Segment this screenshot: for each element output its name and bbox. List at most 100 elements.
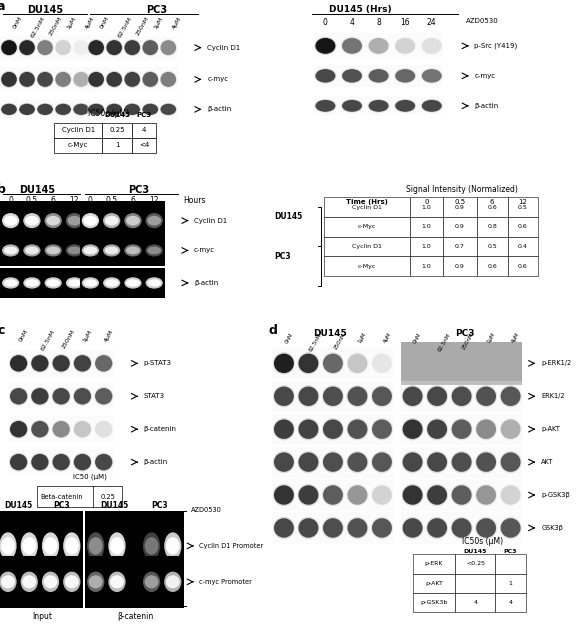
Text: Cyclin D1 Promoter: Cyclin D1 Promoter xyxy=(199,543,263,549)
Text: -: - xyxy=(49,517,52,527)
Ellipse shape xyxy=(347,353,368,373)
Ellipse shape xyxy=(322,451,344,473)
Ellipse shape xyxy=(95,388,112,404)
Text: c-myc: c-myc xyxy=(475,73,495,79)
Ellipse shape xyxy=(74,355,91,372)
Ellipse shape xyxy=(143,532,160,559)
Ellipse shape xyxy=(161,40,176,55)
Ellipse shape xyxy=(1,537,15,554)
Ellipse shape xyxy=(322,385,344,408)
Ellipse shape xyxy=(3,246,17,255)
Text: 0.9: 0.9 xyxy=(455,205,465,210)
Text: 0nM: 0nM xyxy=(413,332,423,345)
Ellipse shape xyxy=(9,452,28,472)
Text: 24: 24 xyxy=(427,18,436,26)
Ellipse shape xyxy=(501,452,521,472)
Text: Cyclin D1: Cyclin D1 xyxy=(194,217,227,224)
Ellipse shape xyxy=(451,485,472,505)
Ellipse shape xyxy=(347,420,368,439)
Ellipse shape xyxy=(394,68,416,84)
Ellipse shape xyxy=(18,71,36,88)
Ellipse shape xyxy=(369,100,388,112)
Text: ERK1/2: ERK1/2 xyxy=(541,393,565,399)
Bar xyxy=(314,96,443,115)
Ellipse shape xyxy=(83,215,97,226)
Text: PC3: PC3 xyxy=(53,501,69,510)
Ellipse shape xyxy=(427,452,447,472)
Ellipse shape xyxy=(342,100,362,112)
Text: Hours: Hours xyxy=(183,197,206,205)
Text: b: b xyxy=(0,183,6,196)
Text: Cyclin D1: Cyclin D1 xyxy=(208,45,240,50)
Ellipse shape xyxy=(37,104,53,115)
Text: β-catenin: β-catenin xyxy=(117,612,154,621)
Ellipse shape xyxy=(2,277,19,289)
Ellipse shape xyxy=(147,215,161,226)
Ellipse shape xyxy=(105,279,118,287)
Text: 1.0: 1.0 xyxy=(421,244,431,249)
Ellipse shape xyxy=(87,571,105,592)
Ellipse shape xyxy=(51,452,71,472)
Ellipse shape xyxy=(124,104,140,115)
Text: STAT3: STAT3 xyxy=(143,393,165,399)
Ellipse shape xyxy=(53,454,70,471)
Ellipse shape xyxy=(323,420,343,439)
Ellipse shape xyxy=(31,454,49,471)
Ellipse shape xyxy=(475,418,497,440)
Ellipse shape xyxy=(45,277,62,289)
Bar xyxy=(87,67,177,91)
Text: PC3: PC3 xyxy=(128,185,149,195)
Ellipse shape xyxy=(124,244,142,256)
Text: 1.0: 1.0 xyxy=(421,205,431,210)
Ellipse shape xyxy=(83,246,97,255)
Bar xyxy=(455,573,495,593)
Ellipse shape xyxy=(81,277,99,289)
Ellipse shape xyxy=(499,517,521,539)
Ellipse shape xyxy=(108,571,125,592)
Text: 4: 4 xyxy=(509,600,513,605)
Bar xyxy=(413,593,455,612)
Ellipse shape xyxy=(323,485,343,505)
Ellipse shape xyxy=(81,213,99,228)
Ellipse shape xyxy=(476,518,496,537)
Ellipse shape xyxy=(323,387,343,406)
Ellipse shape xyxy=(23,213,40,228)
Ellipse shape xyxy=(146,244,163,256)
Ellipse shape xyxy=(63,532,80,559)
Ellipse shape xyxy=(426,418,448,440)
Bar xyxy=(0,36,91,60)
Text: DU145: DU145 xyxy=(5,501,33,510)
Ellipse shape xyxy=(341,99,363,113)
Text: 1: 1 xyxy=(115,142,120,148)
Ellipse shape xyxy=(298,387,318,406)
Ellipse shape xyxy=(53,355,70,372)
Text: +: + xyxy=(169,517,176,527)
Ellipse shape xyxy=(2,213,19,228)
Text: 4μM: 4μM xyxy=(103,329,114,343)
Text: 0.6: 0.6 xyxy=(518,224,528,229)
Ellipse shape xyxy=(314,37,336,55)
Ellipse shape xyxy=(51,420,71,438)
Ellipse shape xyxy=(147,246,161,255)
Text: +: + xyxy=(25,517,33,527)
Text: DU145: DU145 xyxy=(313,329,347,338)
Ellipse shape xyxy=(106,104,122,115)
Ellipse shape xyxy=(451,418,473,440)
Text: c: c xyxy=(0,324,5,338)
Text: 0: 0 xyxy=(88,197,93,205)
Text: Cyclin D1: Cyclin D1 xyxy=(351,244,381,249)
Text: 6: 6 xyxy=(51,197,55,205)
Ellipse shape xyxy=(25,215,39,226)
Bar xyxy=(85,556,184,608)
Text: p-AKT: p-AKT xyxy=(541,426,560,432)
Ellipse shape xyxy=(81,244,99,256)
Bar xyxy=(455,554,495,573)
Bar xyxy=(272,512,394,544)
Ellipse shape xyxy=(74,421,91,437)
Bar xyxy=(0,235,85,266)
Ellipse shape xyxy=(346,451,368,473)
Bar xyxy=(132,137,156,152)
Ellipse shape xyxy=(475,451,497,473)
Ellipse shape xyxy=(274,353,294,373)
Bar xyxy=(0,556,83,608)
